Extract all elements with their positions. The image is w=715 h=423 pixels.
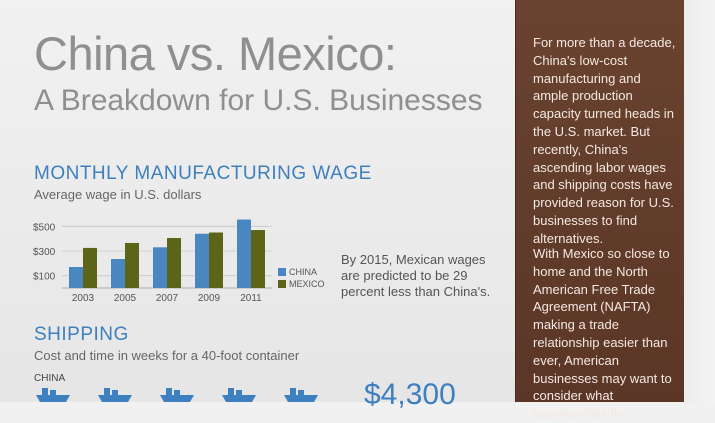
bar-mexico-2005 xyxy=(125,242,139,288)
bar-china-2007 xyxy=(153,247,167,288)
main-content: China vs. Mexico: A Breakdown for U.S. B… xyxy=(33,27,491,411)
sidebar-paragraph-2: With Mexico so close to home and the Nor… xyxy=(533,246,672,422)
bar-mexico-2009 xyxy=(209,232,223,288)
ship-icon xyxy=(36,388,70,402)
shipping-china-label: CHINA xyxy=(34,373,66,384)
wage-note: By 2015, Mexican wages are predicted to … xyxy=(341,252,491,299)
shipping-weeks-icons xyxy=(36,386,318,402)
bar-china-2005 xyxy=(111,259,125,288)
x-tick-label: 2007 xyxy=(156,293,179,304)
y-tick-label: $300 xyxy=(33,247,56,258)
bar-china-2011 xyxy=(237,219,251,288)
wage-section-title: MONTHLY MANUFACTURING WAGE xyxy=(34,163,372,184)
bar-mexico-2007 xyxy=(167,238,181,288)
bar-mexico-2003 xyxy=(83,247,97,288)
page-subtitle: A Breakdown for U.S. Businesses xyxy=(34,84,483,117)
x-tick-label: 2005 xyxy=(114,293,137,304)
ship-icon xyxy=(98,388,132,402)
ship-icon xyxy=(222,388,256,402)
ship-icon xyxy=(284,388,318,402)
bar-mexico-2011 xyxy=(251,230,265,288)
right-margin xyxy=(684,0,715,402)
wage-bar-chart: $100 $300 $500 2003 2005 2007 2009 2011 xyxy=(33,219,272,304)
sidebar-paragraph-1: For more than a decade, China's low-cost… xyxy=(533,35,676,246)
y-tick-label: $100 xyxy=(33,272,56,283)
page-title: China vs. Mexico: xyxy=(34,27,397,80)
x-tick-label: 2009 xyxy=(198,293,221,304)
legend-swatch-mexico xyxy=(278,280,286,288)
shipping-section-subtitle: Cost and time in weeks for a 40-foot con… xyxy=(34,348,300,363)
x-tick-label: 2011 xyxy=(240,293,262,304)
ship-icon xyxy=(160,388,194,402)
x-tick-label: 2003 xyxy=(72,293,95,304)
shipping-section-title: SHIPPING xyxy=(34,324,129,345)
legend-item-china: CHINA xyxy=(278,266,325,278)
wage-section-subtitle: Average wage in U.S. dollars xyxy=(34,187,202,202)
bar-china-2009 xyxy=(195,233,209,288)
chart-legend: CHINA MEXICO xyxy=(278,266,325,290)
sidebar-panel: For more than a decade, China's low-cost… xyxy=(515,0,685,421)
shipping-china-cost: $4,300 xyxy=(364,378,456,411)
legend-swatch-china xyxy=(278,268,286,276)
legend-item-mexico: MEXICO xyxy=(278,278,325,290)
y-tick-label: $500 xyxy=(33,222,56,233)
legend-label-china: CHINA xyxy=(289,267,318,277)
legend-label-mexico: MEXICO xyxy=(289,279,325,289)
bar-china-2003 xyxy=(69,267,83,288)
